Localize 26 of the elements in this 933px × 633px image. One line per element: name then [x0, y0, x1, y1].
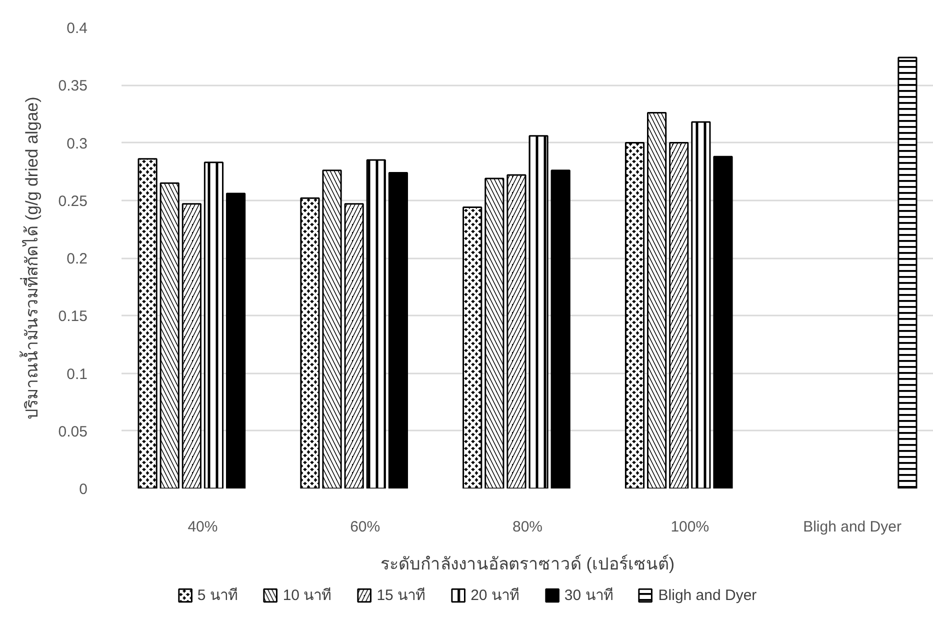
x-tick-label: 80%	[512, 518, 543, 536]
x-tick-label: Bligh and Dyer	[803, 518, 902, 536]
y-tick-label: 0.05	[58, 423, 88, 440]
legend-label: 5 นาที	[197, 586, 238, 606]
bar	[550, 170, 570, 488]
bar	[713, 156, 733, 488]
y-tick-label: 0.25	[58, 192, 88, 210]
bar	[388, 172, 408, 488]
y-tick-label: 0.4	[66, 20, 88, 37]
y-tick-label: 0.1	[66, 366, 88, 383]
y-tick-label: 0.15	[58, 308, 88, 326]
y-tick-label: 0.3	[66, 135, 88, 152]
x-tick-label: 100%	[670, 518, 710, 536]
legend-label: 30 นาที	[564, 586, 614, 606]
y-tick-label: 0.35	[58, 78, 88, 95]
legend-label: 15 นาที	[376, 586, 426, 606]
y-tick-label: 0	[79, 481, 88, 498]
x-tick-label: 60%	[350, 518, 380, 536]
y-tick-label: 0.2	[66, 250, 88, 268]
legend-label: 10 นาที	[282, 586, 332, 606]
y-axis-title: ปริมาณน้ำมันรวมที่สกัดได้ (g/g dried algae)	[19, 96, 42, 420]
x-tick-label: 40%	[188, 518, 218, 536]
legend-label: Bligh and Dyer	[658, 586, 757, 604]
legend-label: 20 นาที	[470, 586, 520, 606]
x-axis-title: ระดับกำลังงานอัลตราซาวด์ (เปอร์เซนต์)	[380, 554, 675, 574]
bar	[226, 192, 246, 488]
